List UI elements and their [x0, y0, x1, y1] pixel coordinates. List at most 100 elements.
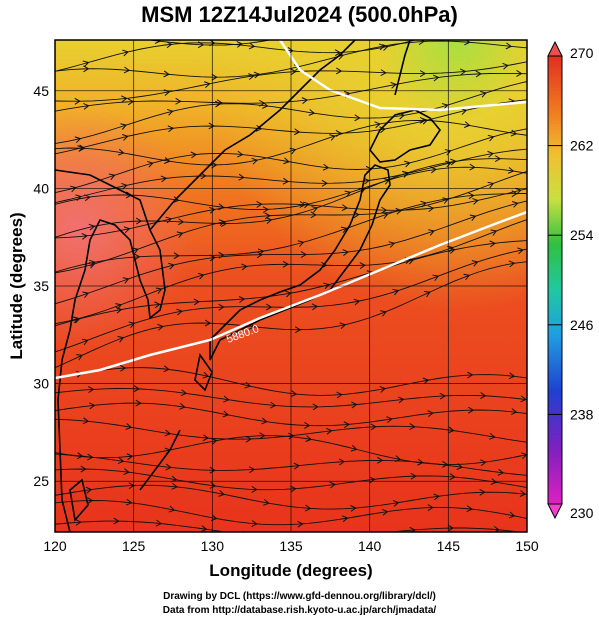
streamline-arrow [433, 493, 440, 501]
streamline-arrow [256, 200, 263, 208]
streamline-arrow [390, 81, 397, 89]
streamline-arrow [381, 206, 388, 214]
streamline-arrow [490, 229, 498, 236]
streamline-arrow [269, 401, 277, 409]
streamline-arrow [299, 201, 306, 208]
streamline-arrow [180, 389, 188, 397]
streamline-arrow [432, 74, 440, 82]
streamline-arrow [297, 240, 305, 247]
map-title: MSM 12Z14Jul2024 (500.0hPa) [141, 2, 458, 27]
colorbar: 270 262 254 246 238 230 [547, 40, 594, 521]
streamline-arrow [157, 323, 164, 331]
colorbar-tick-label: 262 [570, 138, 594, 154]
streamline-arrow [344, 190, 352, 198]
streamline-arrow [262, 102, 269, 109]
streamline-arrow [209, 466, 216, 474]
streamline-arrow [511, 201, 519, 208]
streamline-arrow [211, 73, 218, 81]
streamline-arrow [218, 219, 226, 227]
streamline-arrow [439, 392, 446, 400]
streamline-arrow [515, 187, 522, 195]
streamline-arrow [489, 433, 496, 440]
streamline-arrow [410, 472, 417, 480]
streamline-arrow [117, 336, 125, 343]
streamline-arrow [382, 212, 389, 219]
streamline-arrow [154, 40, 162, 45]
streamline-arrow [520, 395, 527, 403]
streamline-arrow [341, 515, 349, 523]
streamline-arrow [334, 49, 342, 57]
streamline-arrow [487, 134, 495, 142]
streamline-arrow [245, 435, 252, 443]
streamline-arrow [173, 252, 180, 260]
streamline-arrow [409, 423, 416, 430]
colorbar-tick-label: 246 [570, 317, 594, 333]
streamline-arrow [83, 102, 90, 110]
streamline-arrow [329, 481, 336, 489]
x-tick-label: 130 [201, 538, 225, 554]
streamline-arrow [417, 458, 424, 466]
streamline-arrow [241, 263, 248, 271]
streamline-arrow [122, 49, 129, 57]
streamline-arrow [214, 100, 222, 108]
streamline-arrow [251, 157, 259, 165]
x-tick-label: 140 [358, 538, 382, 554]
streamline-arrow [167, 125, 175, 133]
streamline-arrow [480, 459, 487, 467]
streamline-arrow [265, 303, 273, 311]
streamline-arrow [308, 109, 316, 116]
streamline-arrow [175, 97, 182, 105]
streamline-arrow [178, 218, 185, 226]
streamline-arrow [79, 144, 86, 152]
streamline-arrow [89, 402, 96, 410]
streamline-arrow [456, 463, 463, 471]
streamline-arrow [82, 291, 90, 298]
streamline-arrow [126, 453, 134, 461]
streamline-arrow [264, 212, 271, 220]
streamline-arrow [132, 247, 139, 255]
streamline-arrow [122, 277, 130, 284]
streamline-arrow [72, 33, 77, 39]
streamline-arrow [427, 410, 434, 417]
streamline-arrow [322, 163, 330, 171]
streamline-arrow [508, 511, 516, 519]
streamline-arrow [463, 273, 471, 281]
colorbar-tick-label: 230 [570, 505, 594, 521]
streamline-arrow [392, 499, 400, 507]
streamline-arrow [512, 14, 518, 20]
streamline-arrow [236, 40, 243, 48]
streamline-arrow [459, 68, 467, 76]
x-tick-label: 135 [279, 538, 303, 554]
streamline-arrow [469, 163, 476, 171]
streamline-arrow [423, 290, 431, 298]
colorbar-tick-label: 270 [570, 45, 594, 61]
streamline-arrow [117, 148, 125, 156]
streamline-arrow [74, 136, 82, 144]
streamline-arrow [341, 204, 349, 212]
streamline-arrow [293, 462, 301, 470]
streamline-arrow [121, 95, 128, 103]
streamline-arrow [208, 122, 215, 130]
streamline-arrow [155, 519, 163, 527]
streamline-arrow [81, 232, 88, 240]
gridlines [55, 40, 527, 532]
streamline-arrow [507, 167, 515, 174]
streamline-arrow [386, 416, 393, 423]
credits: Drawing by DCL (https://www.gfd-dennou.o… [0, 590, 599, 618]
streamline-arrow [160, 175, 168, 183]
streamline-arrow [430, 166, 437, 174]
streamline-arrow [351, 401, 358, 409]
streamline-arrow [382, 44, 389, 51]
streamline-arrow [176, 308, 183, 316]
streamline-arrow [350, 504, 357, 512]
y-tick-label: 40 [33, 180, 49, 196]
streamline-arrow [287, 432, 295, 440]
streamline-arrow [165, 463, 172, 471]
streamline-arrow [466, 505, 473, 513]
streamline-arrow [282, 260, 289, 268]
streamline-arrow [248, 466, 256, 474]
streamline-arrow [154, 301, 161, 309]
streamline-arrow [123, 468, 130, 475]
streamline-arrow [289, 147, 297, 155]
